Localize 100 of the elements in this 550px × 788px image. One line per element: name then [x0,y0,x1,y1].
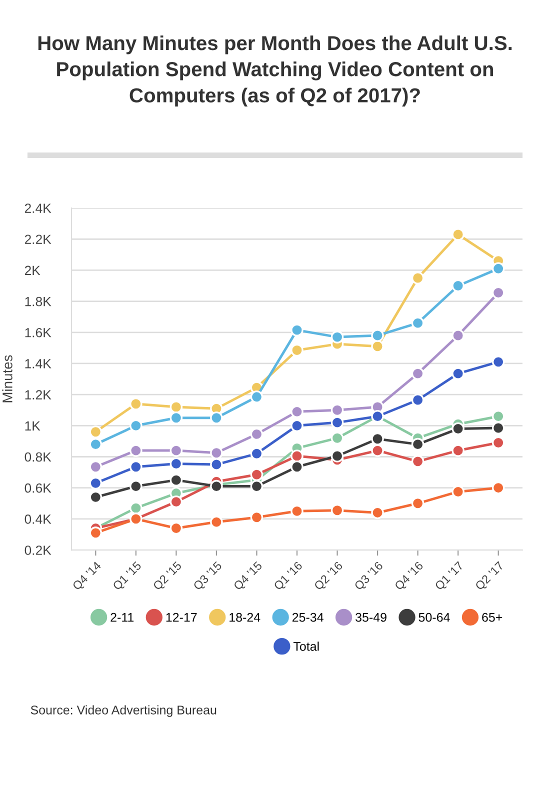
point [170,522,183,535]
legend-label: 18-24 [230,612,260,622]
point [330,504,344,517]
point [411,438,424,451]
legend-label: 25-34 [292,612,324,622]
point [330,404,344,417]
point [89,460,102,474]
point [371,444,384,457]
y-tick-label: 1K [25,421,40,430]
source-note: Source: Video Advertising Bureau [30,705,216,717]
point [330,432,344,444]
x-tick-label: Q2 '15 [152,561,184,592]
y-tick-label: 0.2K [24,546,52,555]
point [170,412,183,424]
point [371,432,384,446]
point [452,228,464,241]
point [290,460,304,474]
point [130,419,142,432]
point [250,390,264,404]
legend-label: 2-11 [110,612,134,622]
y-tick-label: 1.8K [25,296,52,306]
point [371,340,384,353]
point [492,436,505,450]
point [130,444,142,457]
point [330,450,344,462]
x-tick-label: Q3 '15 [192,561,224,592]
point [290,405,304,418]
legend-label: 35-49 [356,612,386,622]
point [210,412,223,424]
point [250,510,264,524]
point [452,444,464,457]
legend-label: Total [293,642,319,651]
y-tick-label: 1.2K [25,390,52,400]
point [452,485,464,498]
x-tick-label: Q4 '14 [72,560,104,592]
point [170,444,183,457]
point [492,356,505,368]
y-tick-label: 2.4K [24,204,52,213]
point [89,490,102,504]
point [330,330,344,344]
point [130,460,142,474]
y-tick-label: 1.4K [25,359,52,368]
y-tick-label: 0.8K [24,452,52,462]
y-tick-label: 1.6K [25,328,52,338]
x-tick-label: Q1 '16 [273,561,304,592]
x-tick-label: Q4 '15 [233,561,264,592]
point [411,367,424,380]
x-tick-label: Q1 '17 [434,561,466,592]
point [411,316,424,330]
point [492,481,505,494]
x-tick-label: Q2 '16 [314,561,345,592]
point [290,324,304,336]
point [290,419,304,432]
point [452,329,464,342]
point [452,367,464,380]
point [492,410,505,423]
point [250,447,264,460]
x-tick-label: Q2 '17 [474,561,506,592]
legend-label: 50-64 [418,612,450,622]
point [130,480,142,493]
y-axis-title: Minutes [2,355,12,402]
x-tick-label: Q1 '15 [112,561,144,592]
point [371,329,384,342]
point [290,450,304,462]
point [290,504,304,518]
point [492,286,505,300]
point [170,400,183,414]
point [210,516,223,528]
point [411,394,424,406]
point [411,272,424,284]
x-tick-label: Q3 '16 [354,561,385,592]
y-tick-label: 0.6K [24,483,52,493]
point [492,422,505,434]
point [452,279,464,292]
point [452,422,464,436]
point [170,474,183,486]
point [250,428,264,441]
point [130,398,142,410]
point [330,416,344,429]
x-tick-label: Q4 '16 [394,561,426,592]
y-tick-label: 2K [24,266,40,275]
point [411,497,424,510]
legend-label: 65+ [482,612,502,622]
point [210,458,223,471]
point [89,476,102,490]
point [89,526,102,540]
legend-label: 12-17 [166,612,197,622]
y-tick-label: 2.2K [24,234,52,244]
point [89,425,102,438]
y-tick-label: 0.4K [24,514,52,524]
point [170,495,183,508]
point [250,468,264,482]
point [290,344,304,357]
point [250,480,264,493]
point [170,457,183,470]
point [210,446,223,460]
point [89,438,102,451]
point [411,455,424,468]
chart-title: How Many Minutes per Month Does the Adult U.S. Population Spend Watching Video Content on Computers (as of Q2 of 2017)? [38,35,512,106]
point [371,506,384,520]
